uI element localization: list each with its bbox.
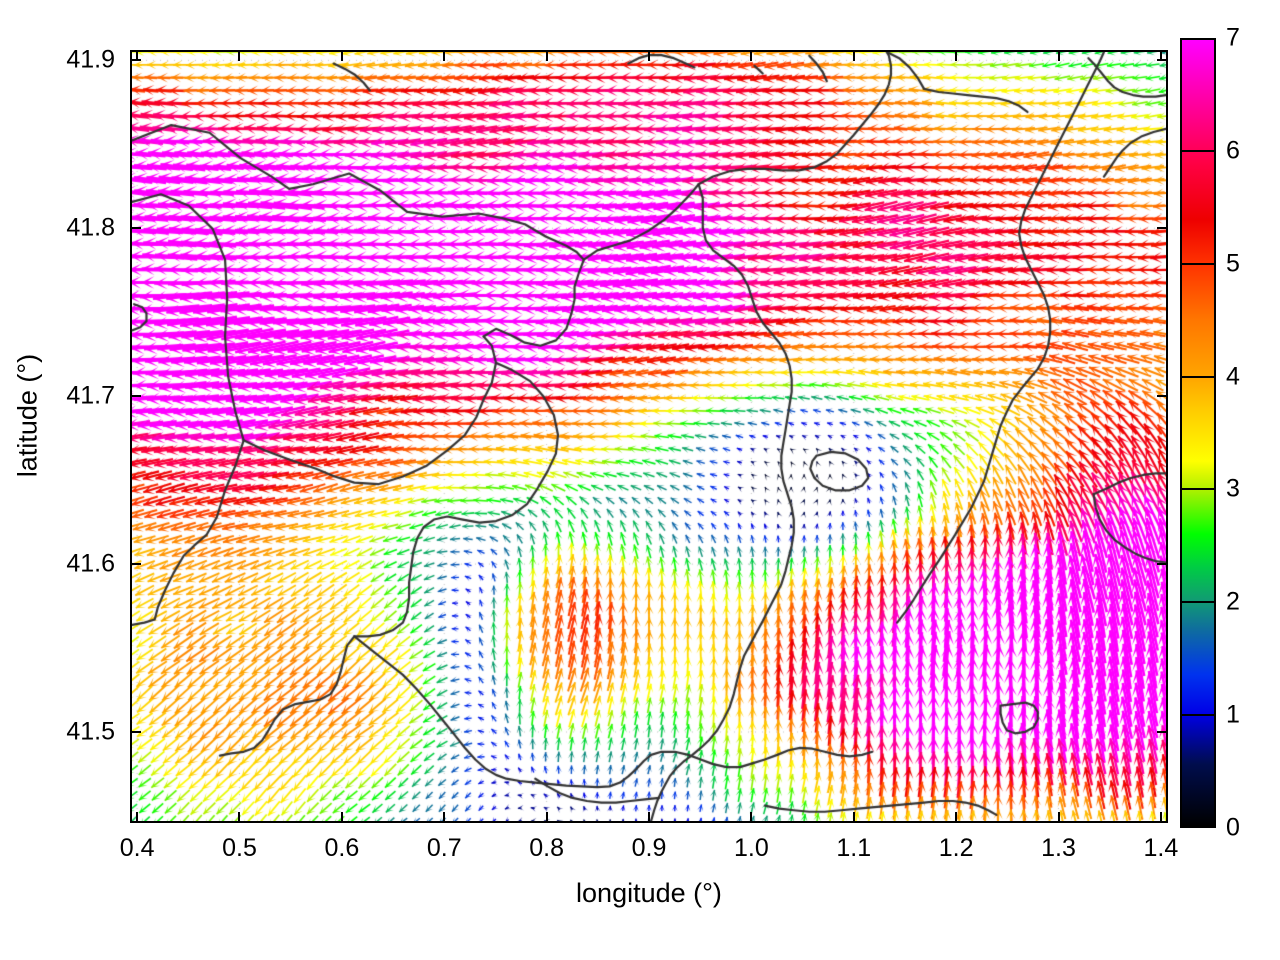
x-axis-tick-top — [1159, 52, 1162, 61]
y-axis-tick-right — [1157, 731, 1166, 733]
x-tick-label: 1.0 — [733, 834, 769, 862]
y-axis-tick-right — [1157, 227, 1166, 230]
colorbar-tick-label: 7 — [1226, 23, 1240, 52]
y-axis-tick-right — [1157, 395, 1166, 398]
y-axis-tick — [132, 227, 141, 230]
x-axis-tick — [136, 812, 139, 821]
colorbar-tick — [1180, 488, 1216, 491]
x-axis-tick — [955, 812, 958, 821]
y-tick-label: 41.9 — [66, 45, 115, 74]
y-tick-label: 41.6 — [66, 549, 115, 578]
colorbar: 0 1 2 3 4 5 6 7 — [1180, 24, 1240, 842]
x-axis-tick-top — [852, 52, 855, 61]
wind-vector-field — [132, 52, 1166, 821]
colorbar-tick — [1180, 262, 1216, 265]
x-tick-label: 1.3 — [1041, 834, 1076, 862]
x-axis-tick-top — [955, 52, 958, 61]
x-tick-label: 0.6 — [324, 834, 360, 862]
x-axis-tick — [1159, 812, 1162, 821]
x-axis-tick — [1057, 812, 1060, 821]
x-axis-tick — [340, 812, 343, 821]
x-axis-tick-top — [545, 52, 548, 61]
x-axis-tick-top — [1057, 52, 1060, 61]
y-axis-tick — [132, 395, 141, 398]
x-axis-tick — [238, 812, 241, 821]
colorbar-tick-label: 1 — [1226, 700, 1240, 729]
x-axis-tick-top — [238, 52, 241, 61]
x-tick-label: 0.9 — [631, 834, 667, 862]
y-axis-title: latitude (°) — [12, 353, 43, 478]
x-tick-label: 0.5 — [222, 834, 257, 862]
x-tick-label: 1.4 — [1143, 834, 1179, 862]
x-axis-tick-top — [136, 52, 139, 61]
y-axis-tick — [132, 59, 141, 62]
colorbar-tick-label: 6 — [1226, 136, 1240, 165]
x-axis-tick — [443, 812, 446, 821]
colorbar-tick — [1180, 375, 1216, 378]
y-axis-tick — [132, 731, 141, 733]
colorbar-tick — [1180, 149, 1216, 152]
x-axis-title: longitude (°) — [576, 878, 722, 908]
x-tick-label: 0.4 — [119, 834, 155, 862]
y-tick-label: 41.8 — [66, 213, 115, 242]
colorbar-tick-label: 4 — [1226, 362, 1240, 391]
x-tick-label: 0.7 — [426, 834, 462, 862]
plot-area — [130, 50, 1168, 823]
x-axis-tick-top — [340, 52, 343, 61]
colorbar-tick-label: 5 — [1226, 249, 1240, 278]
x-axis-tick — [648, 812, 650, 821]
x-axis-tick — [852, 812, 855, 821]
x-axis-tick — [545, 812, 548, 821]
colorbar-tick — [1180, 601, 1216, 604]
x-tick-label: 1.2 — [938, 834, 974, 862]
y-tick-label: 41.5 — [66, 717, 115, 746]
y-tick-label: 41.7 — [66, 381, 115, 410]
colorbar-tick-label: 3 — [1226, 474, 1240, 503]
colorbar-tick-label: 0 — [1226, 813, 1240, 842]
x-axis-tick-top — [648, 52, 650, 61]
colorbar-tick-label: 2 — [1226, 587, 1240, 616]
colorbar-tick — [1180, 714, 1216, 717]
colorbar-gradient — [1180, 38, 1216, 828]
x-axis-tick-top — [443, 52, 446, 61]
x-axis-tick — [750, 812, 753, 821]
y-axis-tick — [132, 563, 141, 566]
x-tick-label: 0.8 — [529, 834, 564, 862]
y-axis-tick-right — [1157, 59, 1166, 62]
y-axis-tick-right — [1157, 563, 1166, 566]
x-axis-tick-top — [750, 52, 753, 61]
x-tick-label: 1.1 — [836, 834, 872, 862]
